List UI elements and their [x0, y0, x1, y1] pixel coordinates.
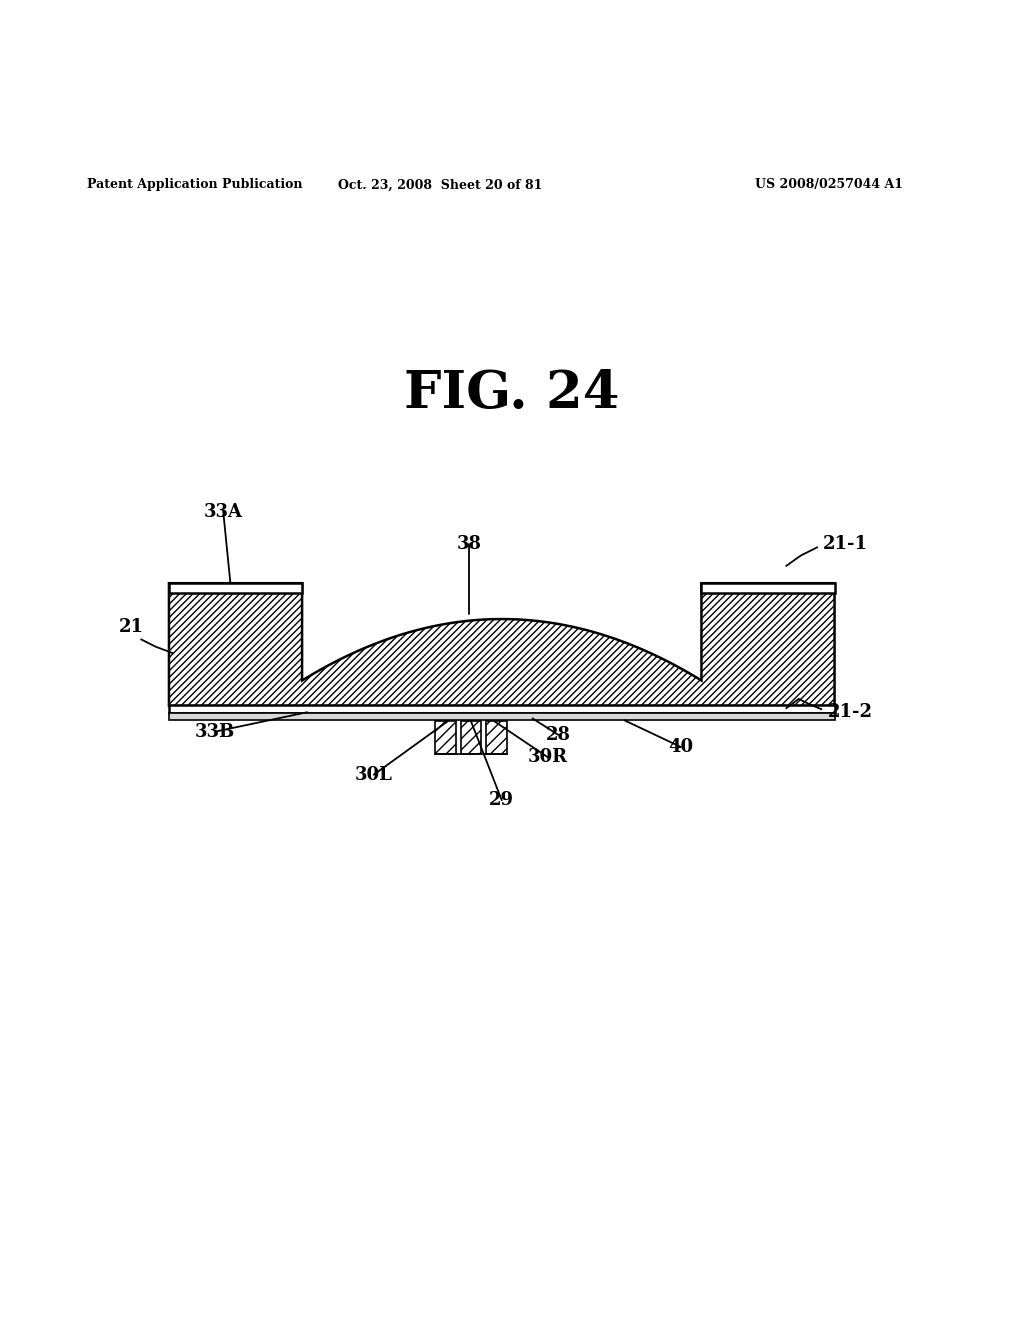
Text: Patent Application Publication: Patent Application Publication — [87, 178, 302, 191]
Polygon shape — [701, 583, 835, 594]
Text: 21-2: 21-2 — [827, 704, 872, 721]
Text: US 2008/0257044 A1: US 2008/0257044 A1 — [756, 178, 903, 191]
Text: 33A: 33A — [204, 503, 243, 520]
Bar — [435, 722, 456, 754]
Polygon shape — [169, 583, 302, 594]
Text: 21: 21 — [119, 619, 143, 636]
Text: 29: 29 — [489, 791, 514, 809]
Polygon shape — [169, 583, 835, 706]
Polygon shape — [169, 705, 835, 713]
Text: 40: 40 — [669, 738, 693, 756]
Text: Oct. 23, 2008  Sheet 20 of 81: Oct. 23, 2008 Sheet 20 of 81 — [338, 178, 543, 191]
Text: 38: 38 — [457, 536, 481, 553]
Bar — [435, 722, 456, 754]
Text: 21-1: 21-1 — [823, 536, 868, 553]
Bar — [461, 722, 481, 754]
Text: 33B: 33B — [195, 722, 236, 741]
Text: 28: 28 — [546, 726, 570, 743]
Polygon shape — [169, 713, 835, 721]
Text: 30R: 30R — [527, 748, 568, 767]
Text: 30L: 30L — [355, 766, 392, 784]
Bar — [486, 722, 507, 754]
Bar — [461, 722, 481, 754]
Text: FIG. 24: FIG. 24 — [404, 368, 620, 420]
Bar — [486, 722, 507, 754]
